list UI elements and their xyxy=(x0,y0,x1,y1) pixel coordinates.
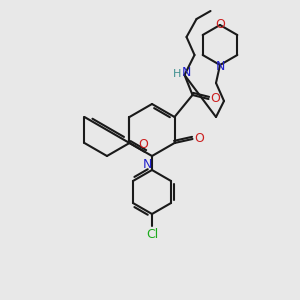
Text: O: O xyxy=(211,92,220,106)
Text: O: O xyxy=(138,137,148,151)
Text: O: O xyxy=(195,133,205,146)
Text: Cl: Cl xyxy=(146,227,158,241)
Text: N: N xyxy=(182,67,191,80)
Text: N: N xyxy=(142,158,152,170)
Text: O: O xyxy=(215,17,225,31)
Text: N: N xyxy=(215,59,225,73)
Text: H: H xyxy=(173,69,182,79)
